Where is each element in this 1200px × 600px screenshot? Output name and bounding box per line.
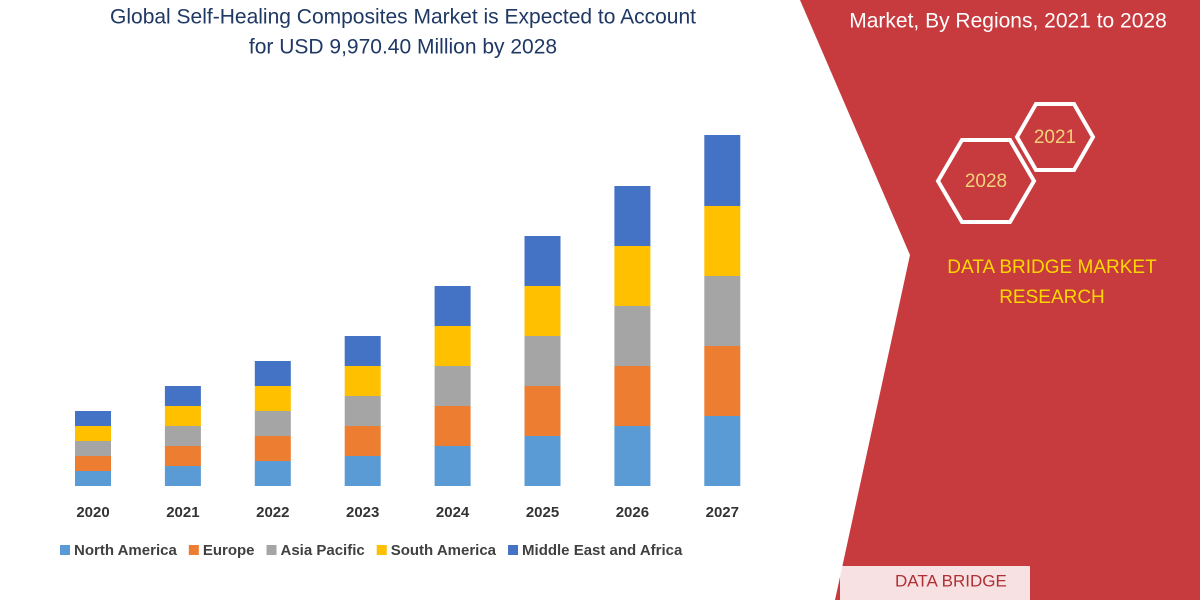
- bar-segment: [614, 366, 651, 426]
- brand-text: DATA BRIDGE MARKET: [947, 257, 1157, 278]
- bar-segment: [164, 406, 201, 426]
- bar-segment: [614, 306, 651, 366]
- bar-segment: [75, 456, 111, 471]
- bar-segment: [164, 446, 201, 466]
- legend-swatch: [188, 545, 199, 555]
- brand-text: RESEARCH: [999, 287, 1105, 308]
- bar-segment: [704, 276, 741, 346]
- bar-segment: [434, 446, 471, 486]
- bar-segment: [434, 326, 471, 366]
- bar-segment: [524, 236, 561, 286]
- legend-label: Europe: [203, 542, 255, 559]
- bar-segment: [524, 286, 561, 336]
- panel-subtitle: Market, By Regions, 2021 to 2028: [849, 10, 1167, 33]
- legend-swatch: [376, 545, 387, 555]
- bar-segment: [614, 426, 651, 486]
- x-tick-label: 2023: [346, 504, 379, 521]
- bar-segment: [614, 186, 651, 246]
- bar-segment: [704, 346, 741, 416]
- x-tick-label: 2027: [706, 504, 739, 521]
- bar-segment: [344, 396, 381, 426]
- bar-segment: [434, 406, 471, 446]
- chart-title: Global Self-Healing Composites Market is…: [110, 6, 696, 29]
- x-tick-label: 2025: [526, 504, 559, 521]
- x-tick-label: 2021: [166, 504, 199, 521]
- bar-segment: [524, 336, 561, 386]
- bar-segment: [254, 436, 291, 461]
- x-tick-label: 2024: [436, 504, 470, 521]
- legend-swatch: [266, 545, 277, 555]
- bar-segment: [254, 386, 291, 411]
- legend-label: Middle East and Africa: [522, 542, 683, 559]
- bar-segment: [344, 426, 381, 456]
- legend-label: North America: [74, 542, 177, 559]
- side-panel: [800, 0, 1200, 600]
- bar-segment: [75, 411, 111, 426]
- bar-segment: [164, 426, 201, 446]
- bar-segment: [164, 386, 201, 406]
- x-tick-label: 2020: [76, 504, 109, 521]
- legend-swatch: [60, 545, 70, 555]
- hexagon-label: 2028: [965, 171, 1007, 192]
- bar-segment: [704, 135, 741, 206]
- bar-segment: [614, 246, 651, 306]
- bar-segment: [254, 411, 291, 436]
- x-tick-label: 2022: [256, 504, 289, 521]
- logo-box: [840, 566, 1030, 600]
- bar-segment: [704, 206, 741, 276]
- logo-text: DATA BRIDGE: [895, 571, 1007, 590]
- legend-swatch: [508, 545, 519, 555]
- bar-segment: [524, 386, 561, 436]
- bar-segment: [344, 366, 381, 396]
- bar-segment: [344, 336, 381, 366]
- bar-segment: [704, 416, 741, 486]
- bar-segment: [434, 366, 471, 406]
- bar-segment: [164, 466, 201, 486]
- bar-segment: [434, 286, 471, 326]
- bar-segment: [75, 426, 111, 441]
- bar-segment: [344, 456, 381, 486]
- hexagon: [1014, 102, 1096, 172]
- bar-segment: [75, 471, 111, 486]
- bar-segment: [75, 441, 111, 456]
- bar-segment: [524, 436, 561, 486]
- bar-segment: [254, 461, 291, 486]
- x-tick-label: 2026: [616, 504, 649, 521]
- bar-segment: [254, 361, 291, 386]
- legend-label: South America: [391, 542, 497, 559]
- chart-title: for USD 9,970.40 Million by 2028: [249, 36, 557, 59]
- hexagon-label: 2021: [1034, 127, 1076, 148]
- legend-label: Asia Pacific: [281, 542, 365, 559]
- hexagon: [935, 138, 1037, 224]
